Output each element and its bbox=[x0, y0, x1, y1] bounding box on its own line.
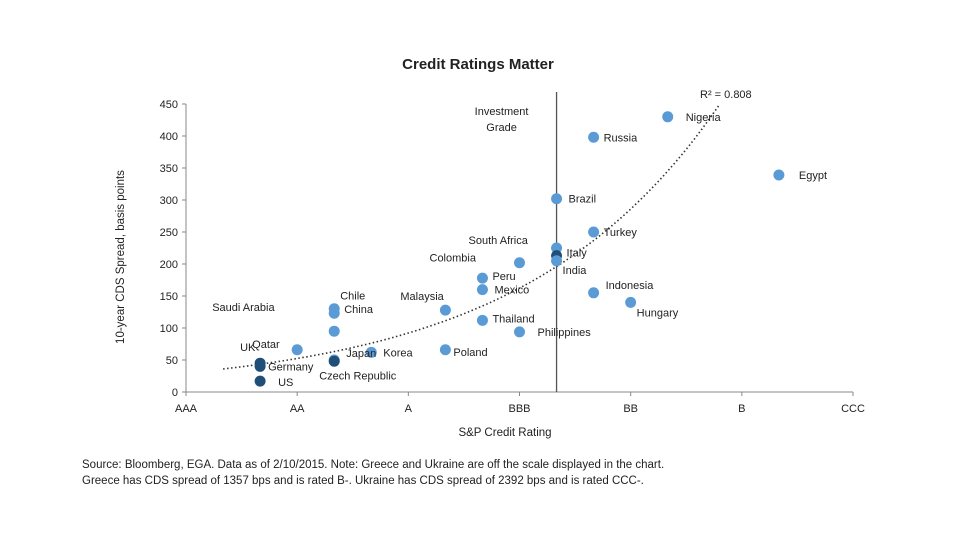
source-note-line-1: Source: Bloomberg, EGA. Data as of 2/10/… bbox=[82, 459, 665, 471]
point-philippines bbox=[514, 326, 525, 338]
point-brazil bbox=[551, 193, 563, 205]
label-poland: Poland bbox=[453, 347, 487, 359]
chart-title: Credit Ratings Matter bbox=[402, 56, 554, 73]
label-japan: Japan bbox=[346, 348, 376, 360]
label-czech-republic: Czech Republic bbox=[319, 370, 397, 382]
data-points bbox=[254, 111, 785, 387]
point-hungary bbox=[625, 296, 637, 308]
label-us: US bbox=[278, 377, 293, 389]
y-tick-label: 50 bbox=[166, 355, 178, 367]
x-tick-label: BB bbox=[623, 403, 638, 415]
x-tick-label: AAA bbox=[175, 403, 198, 415]
label-italy: Italy bbox=[567, 248, 588, 260]
r-squared-label: R² = 0.808 bbox=[700, 89, 752, 101]
point-india bbox=[551, 255, 563, 267]
label-korea: Korea bbox=[383, 347, 413, 359]
label-peru: Peru bbox=[492, 271, 515, 283]
y-tick-label: 400 bbox=[160, 131, 178, 143]
source-note-line-2: Greece has CDS spread of 1357 bps and is… bbox=[82, 475, 644, 487]
point-china bbox=[328, 303, 340, 315]
point-thailand bbox=[476, 314, 488, 326]
label-china: China bbox=[344, 304, 374, 316]
label-mexico: Mexico bbox=[494, 285, 529, 297]
x-tick-label: BBB bbox=[508, 403, 530, 415]
point-saudi-arabia bbox=[328, 325, 340, 337]
label-egypt: Egypt bbox=[799, 170, 827, 182]
x-tick-label: B bbox=[738, 403, 745, 415]
label-thailand: Thailand bbox=[492, 313, 534, 325]
label-hungary: Hungary bbox=[637, 307, 679, 319]
point-korea bbox=[365, 346, 377, 358]
y-tick-label: 300 bbox=[160, 195, 178, 207]
x-axis-title: S&P Credit Rating bbox=[458, 427, 551, 439]
label-qatar: Qatar bbox=[252, 339, 280, 351]
investment-grade-reference: Investment Grade bbox=[475, 92, 558, 392]
label-malaysia: Malaysia bbox=[400, 291, 444, 303]
x-tick-label: AA bbox=[290, 403, 305, 415]
label-colombia: Colombia bbox=[430, 253, 477, 265]
label-turkey: Turkey bbox=[604, 227, 638, 239]
point-germany bbox=[254, 360, 266, 372]
point-poland bbox=[439, 344, 451, 356]
trendline: R² = 0.808 bbox=[223, 89, 752, 370]
point-us bbox=[254, 375, 266, 387]
label-india: India bbox=[563, 265, 588, 277]
y-tick-label: 200 bbox=[160, 259, 178, 271]
y-tick-label: 100 bbox=[160, 323, 178, 335]
y-tick-label: 0 bbox=[172, 387, 178, 399]
point-nigeria bbox=[662, 111, 674, 123]
x-tick-label: CCC bbox=[841, 403, 865, 415]
y-tick-label: 250 bbox=[160, 227, 178, 239]
point-egypt bbox=[773, 169, 785, 181]
label-russia: Russia bbox=[604, 132, 639, 144]
point-south-africa bbox=[551, 242, 563, 254]
label-germany: Germany bbox=[268, 361, 314, 373]
point-indonesia bbox=[588, 287, 600, 299]
point-labels: UK Germany US Qatar Saudi Arabia Japan Chile Ch… bbox=[212, 112, 827, 389]
investment-grade-label: Investment bbox=[475, 106, 529, 118]
point-qatar bbox=[291, 344, 303, 356]
label-chile: Chile bbox=[340, 290, 365, 302]
y-tick-label: 350 bbox=[160, 163, 178, 175]
point-russia bbox=[588, 131, 600, 143]
point-turkey bbox=[588, 226, 600, 238]
x-tick-label: A bbox=[405, 403, 413, 415]
point-colombia bbox=[514, 257, 525, 269]
point-peru bbox=[476, 272, 488, 284]
label-philippines: Philippines bbox=[538, 327, 592, 339]
point-czech-republic bbox=[328, 355, 340, 367]
point-mexico bbox=[476, 284, 488, 296]
label-saudi-arabia: Saudi Arabia bbox=[212, 302, 275, 314]
y-axis-title: 10-year CDS Spread, basis points bbox=[115, 170, 127, 344]
investment-grade-label: Grade bbox=[486, 122, 517, 134]
point-malaysia bbox=[439, 304, 451, 316]
y-tick-label: 150 bbox=[160, 291, 178, 303]
label-uk: UK bbox=[240, 342, 256, 354]
label-indonesia: Indonesia bbox=[606, 280, 655, 292]
label-south-africa: South Africa bbox=[469, 235, 529, 247]
label-brazil: Brazil bbox=[569, 194, 597, 206]
label-nigeria: Nigeria bbox=[686, 112, 722, 124]
y-tick-label: 450 bbox=[160, 99, 178, 111]
